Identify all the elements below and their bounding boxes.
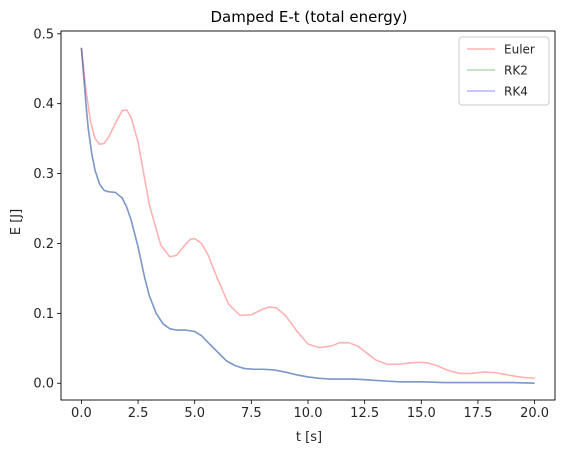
y-tick-label: 0.2 xyxy=(33,237,54,252)
legend-label-euler: Euler xyxy=(504,43,535,57)
chart-title: Damped E-t (total energy) xyxy=(211,8,408,26)
x-axis-label: t [s] xyxy=(296,430,322,445)
x-tick-label: 20.0 xyxy=(520,406,549,421)
x-tick-label: 7.5 xyxy=(241,406,262,421)
plot-lines xyxy=(80,47,535,385)
y-axis-ticks: 0.0 0.1 0.2 0.3 0.4 0.5 xyxy=(33,27,61,392)
x-tick-label: 2.5 xyxy=(128,406,149,421)
x-tick-label: 15.0 xyxy=(407,406,436,421)
y-tick-label: 0.4 xyxy=(33,97,54,112)
series-line-rk2 xyxy=(80,47,535,385)
series-line-rk4 xyxy=(80,47,535,385)
y-tick-label: 0.3 xyxy=(33,167,54,182)
legend-label-rk2: RK2 xyxy=(504,64,528,78)
x-tick-label: 0.0 xyxy=(71,406,92,421)
y-tick-label: 0.5 xyxy=(33,27,54,42)
x-tick-label: 12.5 xyxy=(350,406,379,421)
legend-label-rk4: RK4 xyxy=(504,85,528,99)
legend: Euler RK2 RK4 xyxy=(458,36,550,106)
x-tick-label: 5.0 xyxy=(184,406,205,421)
x-axis-ticks: 0.0 2.5 5.0 7.5 10.0 12.5 15.0 17.5 20.0 xyxy=(71,400,549,421)
legend-box xyxy=(458,36,550,106)
y-axis-label: E [J] xyxy=(9,209,24,235)
x-tick-label: 17.5 xyxy=(463,406,492,421)
series-line-euler xyxy=(80,47,535,380)
x-tick-label: 10.0 xyxy=(294,406,323,421)
y-tick-label: 0.1 xyxy=(33,307,54,322)
y-tick-label: 0.0 xyxy=(33,377,54,392)
